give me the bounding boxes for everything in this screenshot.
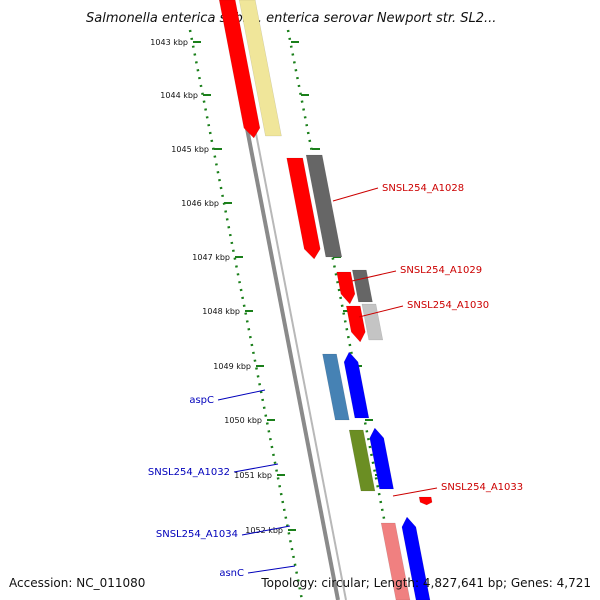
left-dot-line — [188, 29, 304, 600]
feature-track[interactable] — [218, 0, 433, 600]
right-dot-line — [286, 29, 402, 600]
gene-arrow-0[interactable] — [218, 0, 261, 139]
tick-label: 1050 kbp — [224, 416, 262, 425]
label-leader-line — [241, 525, 291, 536]
cds-block-3[interactable] — [305, 154, 343, 258]
tick-label: 1048 kbp — [202, 307, 240, 316]
label-leader-line — [233, 463, 279, 473]
tick-label: 1043 kbp — [150, 38, 188, 47]
tick-label: 1044 kbp — [160, 91, 198, 100]
tick-label: 1047 kbp — [192, 253, 230, 262]
tick-label: 1051 kbp — [234, 471, 272, 480]
gene-arrow-2[interactable] — [286, 157, 321, 260]
cds-block-5[interactable] — [352, 269, 373, 303]
cds-block-13[interactable] — [380, 522, 411, 600]
gene-arrow-10[interactable] — [343, 351, 370, 419]
label-leader-line — [247, 565, 296, 574]
feature-label[interactable]: asnC — [219, 568, 244, 579]
label-leader-line — [392, 487, 438, 497]
gene-arrow-4[interactable] — [336, 271, 356, 305]
label-leader-line — [351, 270, 397, 282]
label-leader-line — [217, 389, 266, 401]
accession-text: Accession: NC_011080 — [9, 576, 146, 590]
tick-labels: 1043 kbp 1044 kbp 1045 kbp 1046 kbp 1047 kbp… — [150, 38, 283, 535]
label-leader-line — [332, 187, 379, 202]
feature-labels[interactable]: SNSL254_A1028 SNSL254_A1029 SNSL254_A1030a… — [148, 183, 523, 579]
label-leader-line — [358, 305, 404, 318]
feature-label[interactable]: SNSL254_A1028 — [382, 183, 464, 194]
map-title: Salmonella enterica subsp. enterica sero… — [86, 11, 496, 26]
label-leader-lines — [217, 187, 438, 574]
gene-arrow-8[interactable] — [418, 496, 433, 506]
feature-label[interactable]: SNSL254_A1030 — [407, 300, 489, 311]
feature-label[interactable]: aspC — [189, 395, 214, 406]
tick-label: 1045 kbp — [171, 145, 209, 154]
tick-label: 1046 kbp — [181, 199, 219, 208]
gene-arrow-14[interactable] — [401, 516, 431, 600]
cds-block-11[interactable] — [348, 429, 376, 492]
feature-label[interactable]: SNSL254_A1034 — [156, 529, 238, 540]
feature-label[interactable]: SNSL254_A1029 — [400, 265, 482, 276]
feature-label[interactable]: SNSL254_A1033 — [441, 482, 523, 493]
genome-summary-text: Topology: circular; Length: 4,827,641 bp… — [261, 576, 591, 590]
tick-label: 1049 kbp — [213, 362, 251, 371]
gene-arrow-12[interactable] — [369, 427, 394, 490]
feature-label[interactable]: SNSL254_A1032 — [148, 467, 230, 478]
tick-dot-track — [188, 29, 402, 600]
cds-block-7[interactable] — [361, 303, 384, 341]
gene-arrow-6[interactable] — [345, 305, 366, 343]
cds-block-9[interactable] — [322, 353, 350, 421]
cds-block-1[interactable] — [238, 0, 282, 137]
